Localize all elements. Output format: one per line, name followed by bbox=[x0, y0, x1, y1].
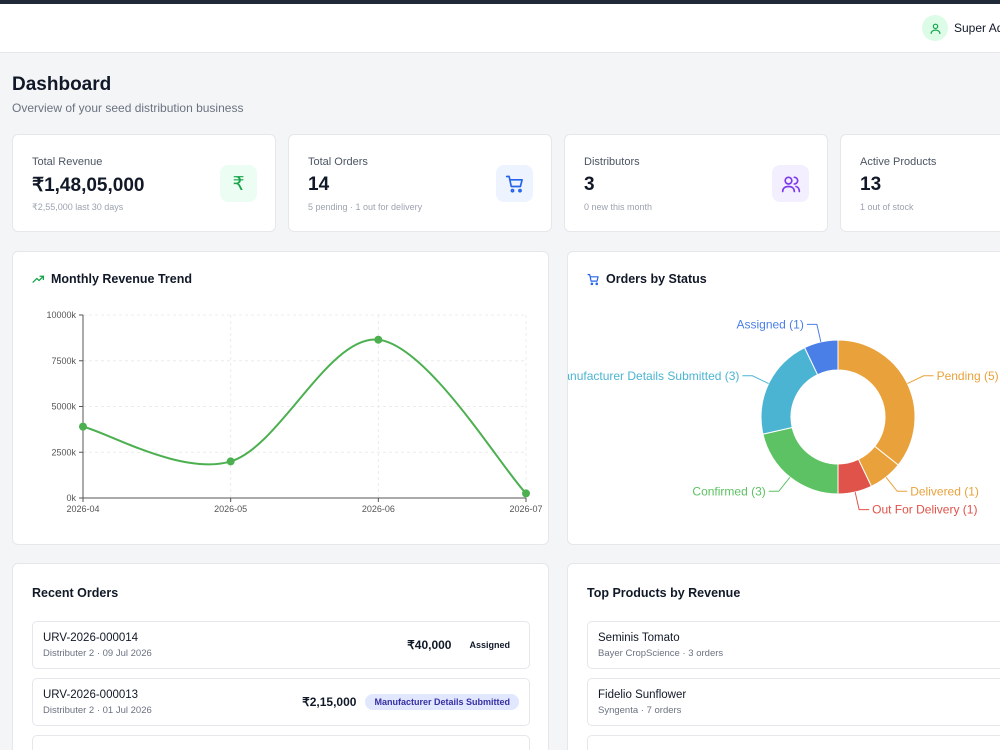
label-leader bbox=[907, 375, 934, 385]
user-name: Super Admin bbox=[954, 21, 1000, 35]
stat-card-total-revenue: Total Revenue ₹1,48,05,000 ₹2,55,000 las… bbox=[12, 134, 276, 232]
data-point bbox=[374, 335, 383, 344]
rupee-icon: ₹ bbox=[220, 165, 257, 202]
recent-orders-panel: Recent Orders URV-2026-000014 Distribute… bbox=[12, 563, 549, 750]
label-leader bbox=[854, 491, 870, 511]
status-badge: Manufacturer Details Submitted bbox=[365, 694, 519, 710]
y-tick-label: 10000k bbox=[46, 310, 76, 320]
stat-value: 13 bbox=[860, 174, 882, 195]
slice-label: Out For Delivery (1) bbox=[872, 503, 977, 517]
revenue-series-line bbox=[82, 338, 527, 495]
stat-value: ₹1,48,05,000 bbox=[32, 175, 145, 196]
slice-label: Manufacturer Details Submitted (3) bbox=[568, 369, 739, 383]
y-tick-label: 7500k bbox=[51, 356, 76, 366]
data-point bbox=[522, 489, 530, 498]
label-leader bbox=[885, 476, 908, 492]
product-row-partial[interactable] bbox=[587, 735, 1000, 750]
x-tick-label: 2026-05 bbox=[214, 504, 247, 514]
panel-title: Top Products by Revenue bbox=[587, 586, 740, 600]
donut-slice bbox=[803, 339, 839, 376]
stat-card-total-orders: Total Orders 14 5 pending · 1 out for de… bbox=[288, 134, 552, 232]
stat-label: Active Products bbox=[860, 156, 937, 168]
x-tick-label: 2026-04 bbox=[66, 504, 99, 514]
panel-title-text: Monthly Revenue Trend bbox=[51, 272, 192, 286]
user-avatar-icon bbox=[922, 15, 948, 41]
stat-sub: 0 new this month bbox=[584, 202, 653, 212]
orders-status-donut-chart: Pending (5) Delivered (1) Out For Delivery… bbox=[568, 317, 999, 517]
window-top-bar bbox=[0, 0, 1000, 4]
order-meta: Distributer 2 · 01 Jul 2026 bbox=[43, 705, 152, 716]
order-amount: ₹2,15,000 bbox=[302, 695, 357, 709]
x-tick-label: 2026-07 bbox=[509, 504, 542, 514]
order-summary: ₹2,15,000 Manufacturer Details Submitted bbox=[302, 679, 519, 725]
y-tick-label: 2500k bbox=[51, 447, 76, 457]
cart-icon bbox=[496, 165, 533, 202]
stat-sub: 1 out of stock bbox=[860, 202, 914, 212]
slice-label: Assigned (1) bbox=[736, 317, 803, 331]
slice-label: Delivered (1) bbox=[910, 484, 979, 498]
donut-slice bbox=[762, 426, 839, 495]
revenue-trend-panel: Monthly Revenue Trend 0k 2500k 5000k 7500k 1… bbox=[12, 251, 549, 545]
product-name: Seminis Tomato bbox=[598, 632, 680, 644]
data-point bbox=[79, 422, 87, 431]
stat-label: Distributors bbox=[584, 156, 640, 168]
data-point bbox=[226, 457, 235, 466]
panel-title: Recent Orders bbox=[32, 586, 118, 600]
slice-label: Pending (5) bbox=[937, 369, 999, 383]
panel-title-text: Top Products by Revenue bbox=[587, 586, 741, 600]
trending-up-icon bbox=[32, 273, 45, 286]
stat-value: 14 bbox=[308, 174, 330, 195]
donut-slice bbox=[837, 339, 916, 466]
page-subtitle: Overview of your seed distribution busin… bbox=[12, 101, 244, 115]
stat-card-distributors: Distributors 3 0 new this month bbox=[564, 134, 828, 232]
stat-label: Total Revenue bbox=[32, 156, 103, 168]
donut-slice bbox=[760, 346, 819, 435]
page-title: Dashboard bbox=[12, 74, 112, 95]
panel-title: Orders by Status bbox=[587, 272, 707, 286]
status-badge: Assigned bbox=[460, 637, 519, 653]
x-tick-label: 2026-06 bbox=[362, 504, 395, 514]
product-meta: Syngenta · 7 orders bbox=[598, 705, 682, 716]
label-leader bbox=[806, 323, 822, 343]
stat-label: Total Orders bbox=[308, 156, 368, 168]
slice-label: Confirmed (3) bbox=[692, 484, 765, 498]
users-icon bbox=[772, 165, 809, 202]
orders-status-panel: Orders by Status Pending (5) Delivered (1… bbox=[567, 251, 1000, 545]
order-row-partial[interactable] bbox=[32, 735, 530, 750]
panel-title-text: Recent Orders bbox=[32, 586, 119, 600]
label-leader bbox=[768, 476, 791, 492]
revenue-line-chart: 0k 2500k 5000k 7500k 10000k 2026-04 2026-05 202… bbox=[46, 310, 542, 514]
label-leader bbox=[742, 375, 769, 385]
order-amount: ₹40,000 bbox=[407, 638, 452, 652]
panel-title-text: Orders by Status bbox=[606, 272, 707, 286]
y-tick-label: 0k bbox=[66, 493, 76, 503]
top-header: Super Admin bbox=[0, 4, 1000, 53]
product-meta: Bayer CropScience · 3 orders bbox=[598, 648, 724, 659]
stat-sub: 5 pending · 1 out for delivery bbox=[308, 202, 423, 212]
order-summary: ₹40,000 Assigned bbox=[407, 622, 519, 668]
product-name: Fidelio Sunflower bbox=[598, 689, 687, 701]
user-menu[interactable]: Super Admin bbox=[922, 15, 1000, 41]
panel-title: Monthly Revenue Trend bbox=[32, 272, 192, 286]
order-row[interactable]: URV-2026-000013 Distributer 2 · 01 Jul 2… bbox=[32, 678, 530, 726]
order-id: URV-2026-000013 bbox=[43, 689, 139, 701]
top-products-panel: Top Products by Revenue Seminis Tomato B… bbox=[567, 563, 1000, 750]
product-row[interactable]: Fidelio Sunflower Syngenta · 7 orders bbox=[587, 678, 1000, 726]
order-row[interactable]: URV-2026-000014 Distributer 2 · 09 Jul 2… bbox=[32, 621, 530, 669]
order-meta: Distributer 2 · 09 Jul 2026 bbox=[43, 648, 152, 659]
product-row[interactable]: Seminis Tomato Bayer CropScience · 3 ord… bbox=[587, 621, 1000, 669]
cart-icon bbox=[587, 273, 600, 286]
stat-sub: ₹2,55,000 last 30 days bbox=[32, 202, 124, 212]
order-id: URV-2026-000014 bbox=[43, 632, 139, 644]
stat-value: 3 bbox=[584, 174, 595, 195]
y-tick-label: 5000k bbox=[51, 402, 76, 412]
stat-card-active-products: Active Products 13 1 out of stock bbox=[840, 134, 1000, 232]
